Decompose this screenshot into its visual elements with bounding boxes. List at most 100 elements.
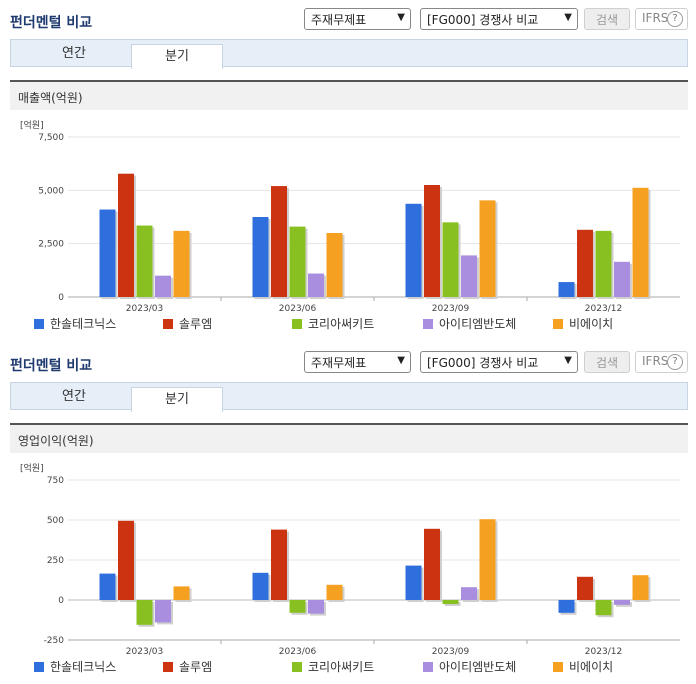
- bar[interactable]: [442, 600, 459, 604]
- bar[interactable]: [252, 572, 269, 600]
- search-button[interactable]: 검색: [584, 8, 630, 30]
- bar[interactable]: [155, 600, 171, 623]
- bar[interactable]: [118, 520, 134, 600]
- help-icon[interactable]: ?: [667, 354, 683, 370]
- statement-select[interactable]: 주재무제표 ▼: [304, 351, 411, 373]
- bar[interactable]: [252, 217, 269, 297]
- ifrs-button[interactable]: IFRS ?: [635, 351, 688, 373]
- y-unit-label: [억원]: [20, 121, 44, 131]
- tab-annual[interactable]: 연간: [62, 46, 86, 61]
- operating-profit-chart: -250 0 250 500 750 2023/03 2023/06 2023/09 2023/…: [44, 476, 680, 657]
- bar[interactable]: [632, 575, 649, 600]
- bar[interactable]: [173, 230, 190, 297]
- bar[interactable]: [558, 600, 575, 613]
- bar[interactable]: [614, 261, 630, 297]
- legend-item[interactable]: 아이티엠반도체: [423, 315, 516, 332]
- legend-label: 솔루엠: [179, 660, 213, 674]
- chevron-down-icon: ▼: [564, 12, 572, 23]
- legend-swatch: [292, 661, 302, 672]
- compare-select-value: [FG000] 경쟁사 비교: [427, 356, 539, 370]
- bar[interactable]: [558, 282, 575, 297]
- bar[interactable]: [442, 222, 459, 297]
- panel-title: 매출액(억원): [18, 91, 83, 105]
- legend-item[interactable]: 솔루엠: [163, 315, 212, 332]
- panel-header: 영업이익(억원): [10, 423, 688, 453]
- bar[interactable]: [405, 203, 422, 297]
- bar[interactable]: [595, 600, 612, 616]
- x-tick-label: 2023/12: [585, 647, 622, 657]
- panel-header: 매출액(억원): [10, 80, 688, 110]
- bar[interactable]: [424, 185, 440, 297]
- chevron-down-icon: ▼: [397, 12, 405, 23]
- bar[interactable]: [173, 586, 190, 600]
- bar[interactable]: [99, 573, 116, 600]
- y-tick-label: 750: [47, 476, 64, 486]
- bar[interactable]: [308, 600, 324, 614]
- bar[interactable]: [326, 233, 343, 297]
- statement-select-value: 주재무제표: [311, 356, 367, 370]
- y-tick-label: -250: [44, 636, 65, 646]
- x-tick-label: 2023/03: [126, 647, 163, 657]
- legend-item[interactable]: 코리아써키트: [292, 315, 374, 332]
- legend-item[interactable]: 한솔테크닉스: [34, 658, 116, 675]
- bar[interactable]: [308, 273, 324, 297]
- help-icon[interactable]: ?: [667, 11, 683, 27]
- period-tabs: 연간 분기: [10, 382, 688, 412]
- bar[interactable]: [632, 187, 649, 297]
- bar[interactable]: [405, 565, 422, 600]
- chevron-down-icon: ▼: [397, 355, 405, 366]
- bar[interactable]: [424, 528, 440, 600]
- bar[interactable]: [118, 173, 134, 297]
- legend-item[interactable]: 솔루엠: [163, 658, 212, 675]
- chevron-down-icon: ▼: [564, 355, 572, 366]
- bar[interactable]: [136, 600, 153, 625]
- bar[interactable]: [614, 600, 630, 605]
- compare-select[interactable]: [FG000] 경쟁사 비교 ▼: [420, 8, 578, 30]
- legend-swatch: [163, 661, 173, 672]
- bar[interactable]: [595, 230, 612, 297]
- legend-label: 코리아써키트: [308, 660, 375, 674]
- bar[interactable]: [577, 576, 593, 600]
- x-tick-label: 2023/06: [279, 647, 317, 657]
- bar[interactable]: [271, 186, 287, 297]
- bar[interactable]: [289, 600, 306, 613]
- legend-label: 솔루엠: [179, 317, 213, 331]
- bar[interactable]: [479, 200, 496, 297]
- legend-swatch: [423, 661, 433, 672]
- y-tick-label: 2,500: [38, 240, 64, 250]
- legend-label: 한솔테크닉스: [50, 317, 117, 331]
- compare-select[interactable]: [FG000] 경쟁사 비교 ▼: [420, 351, 578, 373]
- search-button[interactable]: 검색: [584, 351, 630, 373]
- compare-select-value: [FG000] 경쟁사 비교: [427, 13, 539, 27]
- bar[interactable]: [99, 209, 116, 297]
- legend-label: 비에이치: [569, 317, 614, 331]
- bar[interactable]: [577, 229, 593, 297]
- bar[interactable]: [461, 255, 477, 297]
- bar[interactable]: [479, 519, 496, 600]
- legend-item[interactable]: 코리아써키트: [292, 658, 374, 675]
- y-unit-label: [억원]: [20, 464, 44, 474]
- tab-quarterly[interactable]: 분기: [131, 387, 223, 412]
- legend-swatch: [292, 318, 302, 329]
- y-tick-label: 500: [47, 516, 64, 526]
- ifrs-button[interactable]: IFRS ?: [635, 8, 688, 30]
- bar[interactable]: [326, 584, 343, 600]
- legend-item[interactable]: 아이티엠반도체: [423, 658, 516, 675]
- x-tick-label: 2023/03: [126, 304, 163, 314]
- ifrs-label: IFRS: [642, 11, 669, 25]
- tab-annual[interactable]: 연간: [62, 389, 86, 404]
- statement-select[interactable]: 주재무제표 ▼: [304, 8, 411, 30]
- bar[interactable]: [289, 226, 306, 297]
- period-tabs: 연간 분기: [10, 39, 688, 69]
- tab-quarterly[interactable]: 분기: [131, 44, 223, 69]
- legend-item[interactable]: 비에이치: [553, 315, 613, 332]
- bar[interactable]: [136, 225, 153, 297]
- bar[interactable]: [271, 529, 287, 600]
- y-tick-label: 0: [58, 596, 64, 606]
- legend-item[interactable]: 한솔테크닉스: [34, 315, 116, 332]
- bar[interactable]: [461, 587, 477, 600]
- x-tick-label: 2023/12: [585, 304, 622, 314]
- statement-select-value: 주재무제표: [311, 13, 367, 27]
- bar[interactable]: [155, 275, 171, 297]
- legend-item[interactable]: 비에이치: [553, 658, 613, 675]
